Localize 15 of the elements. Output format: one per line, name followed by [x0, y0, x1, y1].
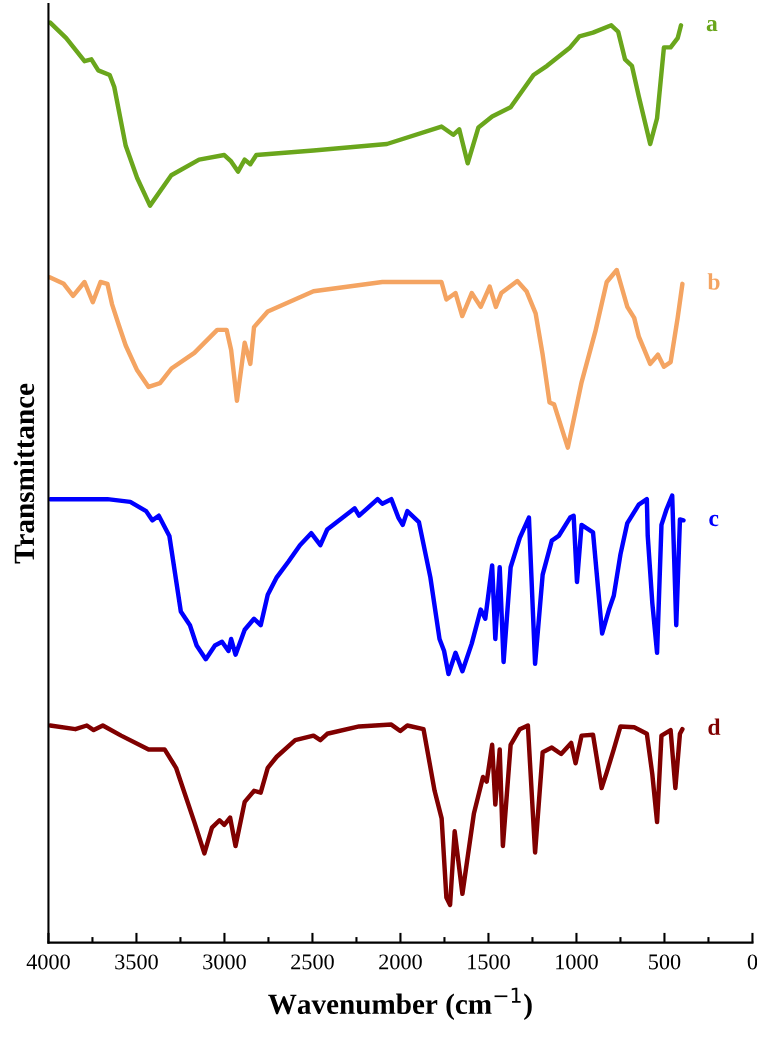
series-label: b: [707, 273, 720, 290]
x-tick-label: 1500: [468, 954, 510, 970]
x-tick-label: 1000: [556, 954, 598, 970]
x-tick-label: 500: [649, 954, 681, 970]
series-label: c: [709, 514, 719, 527]
series-label: a: [706, 19, 718, 32]
x-tick-label: 2500: [291, 954, 334, 970]
x-tick-label: 0: [747, 954, 757, 970]
x-tick-label: 3000: [203, 954, 246, 970]
y-axis-title: Transmittance: [13, 383, 35, 564]
x-tick-label: 4000: [26, 954, 70, 970]
x-tick-label: 2000: [379, 954, 422, 970]
x-axis-title: Wavenumber (cm$^{−1}$): [268, 987, 532, 1021]
x-tick-label: 3500: [115, 954, 158, 970]
series-label: d: [708, 718, 721, 736]
